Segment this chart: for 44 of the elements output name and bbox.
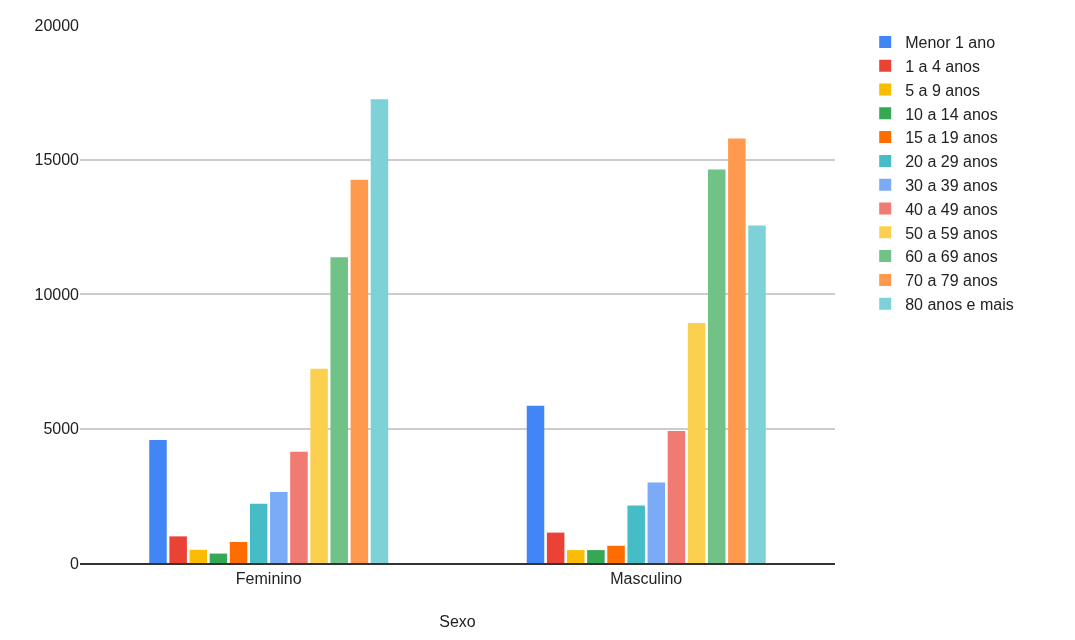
bar bbox=[567, 550, 585, 563]
legend-label: 50 a 59 anos bbox=[905, 224, 998, 242]
legend-label: 15 a 19 anos bbox=[905, 129, 998, 147]
bar bbox=[667, 430, 686, 563]
legend-label: 5 a 9 anos bbox=[905, 81, 980, 99]
bar bbox=[707, 169, 726, 563]
bar bbox=[728, 138, 746, 563]
bar bbox=[209, 553, 228, 563]
x-axis-title: Sexo bbox=[439, 613, 476, 631]
bar bbox=[249, 503, 268, 563]
bar bbox=[526, 405, 545, 563]
bar bbox=[290, 451, 308, 563]
bar bbox=[189, 549, 208, 563]
x-tick-label: Masculino bbox=[610, 569, 683, 587]
legend-label: Menor 1 ano bbox=[905, 34, 996, 52]
legend-label: 60 a 69 anos bbox=[905, 248, 998, 266]
bar bbox=[149, 440, 167, 563]
bar bbox=[350, 179, 369, 563]
legend-label: 40 a 49 anos bbox=[905, 200, 998, 218]
legend-label: 1 a 4 anos bbox=[905, 57, 980, 75]
y-tick-label: 20000 bbox=[34, 16, 80, 34]
bar bbox=[229, 542, 248, 563]
bar bbox=[330, 257, 348, 563]
legend-label: 30 a 39 anos bbox=[905, 176, 998, 194]
bar bbox=[748, 225, 766, 563]
bar bbox=[370, 99, 389, 563]
legend-label: 20 a 29 anos bbox=[905, 153, 998, 171]
y-tick-label: 5000 bbox=[43, 420, 80, 438]
legend-label: 70 a 79 anos bbox=[905, 272, 998, 290]
bar bbox=[647, 482, 666, 563]
y-tick-label: 10000 bbox=[34, 285, 80, 303]
bar bbox=[587, 550, 605, 563]
bar bbox=[270, 491, 288, 563]
legend-label: 80 anos e mais bbox=[905, 295, 1014, 313]
bar bbox=[607, 545, 625, 563]
y-tick-label: 15000 bbox=[34, 151, 80, 169]
bar bbox=[546, 532, 565, 563]
bar bbox=[687, 323, 706, 563]
bar bbox=[169, 536, 187, 563]
y-tick-label: 0 bbox=[70, 554, 80, 572]
x-tick-label: Feminino bbox=[235, 569, 302, 587]
bar bbox=[627, 505, 645, 563]
bar bbox=[310, 368, 328, 563]
legend-label: 10 a 14 anos bbox=[905, 105, 998, 123]
